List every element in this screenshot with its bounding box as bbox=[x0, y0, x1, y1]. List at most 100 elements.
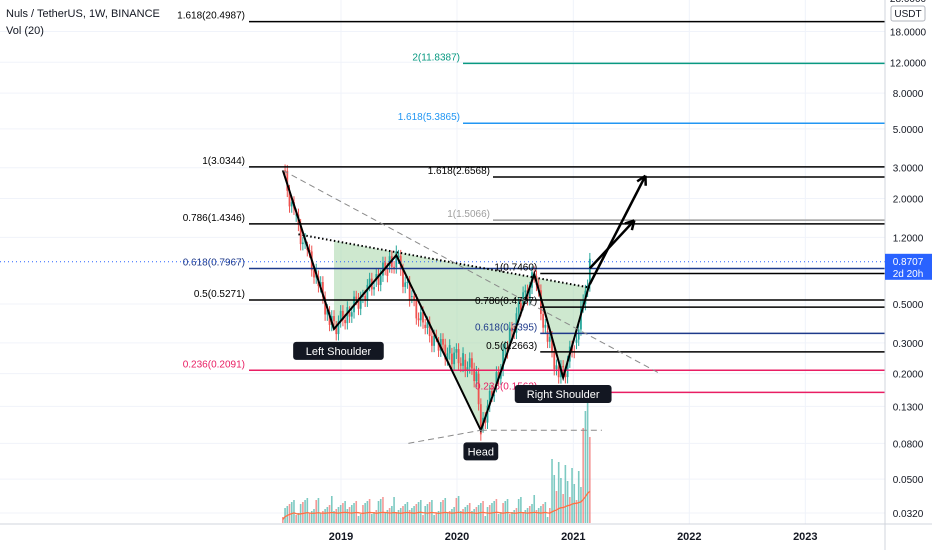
candle-body bbox=[557, 366, 560, 378]
volume-bar bbox=[555, 491, 558, 523]
candle-body bbox=[519, 303, 522, 310]
candle-body bbox=[544, 324, 547, 328]
volume-bar bbox=[310, 511, 313, 523]
volume-bar bbox=[453, 507, 455, 523]
fib-label-left: 0.236(0.2091) bbox=[183, 359, 245, 370]
volume-bar bbox=[560, 478, 562, 523]
fib-label-right: 0.786(0.4797) bbox=[475, 296, 537, 307]
candle-body bbox=[404, 282, 407, 287]
volume-bar bbox=[302, 502, 304, 523]
candle-body bbox=[366, 284, 369, 301]
candle-body bbox=[321, 282, 324, 298]
volume-bar bbox=[448, 511, 451, 523]
volume-bar bbox=[397, 510, 400, 523]
volume-bar bbox=[435, 513, 438, 523]
annotation-bg bbox=[514, 385, 612, 404]
volume-bar bbox=[526, 508, 529, 523]
symbol-title[interactable]: Nuls / TetherUS, 1W, BINANCE bbox=[6, 8, 160, 20]
volume-bar bbox=[511, 512, 513, 523]
volume-bar bbox=[582, 428, 584, 523]
pattern-fill bbox=[334, 240, 590, 431]
volume-bar bbox=[326, 507, 329, 523]
price-tick-label: 0.0320 bbox=[893, 509, 924, 520]
candle-body bbox=[491, 390, 493, 396]
volume-bar bbox=[379, 499, 382, 523]
candle-body bbox=[359, 297, 362, 309]
volume-bar bbox=[504, 501, 507, 523]
price-tick-label: 28.0000 bbox=[890, 0, 927, 5]
volume-bar bbox=[395, 512, 398, 523]
volume-bar bbox=[522, 512, 524, 523]
trendline-support bbox=[408, 429, 481, 444]
volume-bar bbox=[586, 394, 589, 523]
volume-bar bbox=[304, 500, 306, 523]
candle-body bbox=[333, 316, 335, 322]
volume-bar bbox=[324, 509, 326, 523]
volume-bar bbox=[388, 508, 391, 523]
volume-bar bbox=[564, 465, 567, 523]
volume-bar bbox=[404, 504, 406, 523]
time-tick-label: 2021 bbox=[561, 531, 585, 543]
volume-bar bbox=[580, 487, 582, 523]
candle-body bbox=[299, 224, 302, 245]
drawings bbox=[281, 169, 661, 444]
fib-label-right: 1(1.5066) bbox=[447, 209, 490, 220]
candle-body bbox=[551, 336, 553, 352]
candle-body bbox=[528, 287, 531, 300]
volume-bar bbox=[540, 506, 542, 523]
candle-body bbox=[348, 311, 351, 317]
volume-bar bbox=[366, 501, 369, 523]
candle-body bbox=[464, 359, 467, 371]
fib-label-right: 1(0.7460) bbox=[494, 263, 537, 274]
volume-bar bbox=[531, 504, 533, 523]
volume-bar bbox=[328, 505, 331, 523]
volume-indicator-label[interactable]: Vol (20) bbox=[6, 25, 44, 37]
volume-bar bbox=[346, 509, 349, 523]
candle-body bbox=[342, 310, 344, 320]
candle-body bbox=[466, 367, 469, 371]
volume-bar bbox=[475, 507, 478, 523]
volume-bar bbox=[288, 504, 291, 523]
candle-body bbox=[462, 353, 464, 366]
volume-bar bbox=[562, 494, 564, 523]
candle-body bbox=[408, 281, 411, 301]
candle-body bbox=[284, 170, 286, 172]
volume-bar bbox=[362, 505, 364, 523]
volume-bar bbox=[488, 505, 491, 523]
volume-bar bbox=[424, 506, 427, 523]
candle-body bbox=[339, 310, 342, 322]
annotation-label: Left Shoulder bbox=[306, 346, 372, 358]
candle-body bbox=[368, 278, 371, 285]
candle-body bbox=[577, 329, 580, 340]
volume-bar bbox=[506, 499, 509, 523]
volume-bar bbox=[577, 471, 580, 523]
time-tick-label: 2019 bbox=[329, 531, 353, 543]
volume-bar bbox=[391, 506, 393, 523]
price-tick-label: 12.0000 bbox=[890, 58, 927, 69]
candle-body bbox=[384, 262, 387, 269]
volume-bar bbox=[442, 500, 444, 523]
candle-body bbox=[433, 335, 436, 346]
volume-bar bbox=[290, 502, 293, 523]
candle-body bbox=[288, 190, 291, 207]
candle-body bbox=[402, 269, 404, 287]
volume-bar bbox=[584, 411, 587, 523]
volume-bar bbox=[533, 495, 536, 523]
candle-body bbox=[430, 336, 433, 346]
volume-histogram bbox=[282, 394, 591, 523]
volume-bar bbox=[437, 511, 440, 523]
currency-badge-label: USDT bbox=[894, 9, 921, 20]
candle-body bbox=[324, 297, 327, 315]
volume-bar bbox=[337, 507, 340, 523]
candle-body bbox=[424, 324, 427, 328]
fib-label-right: 1.618(2.6568) bbox=[428, 166, 490, 177]
volume-bar bbox=[411, 508, 413, 523]
head-and-shoulders-pattern bbox=[334, 240, 590, 431]
volume-bar bbox=[535, 510, 538, 523]
candle-body bbox=[548, 336, 551, 342]
candle-body bbox=[555, 365, 558, 370]
volume-bar bbox=[339, 505, 342, 523]
volume-bar bbox=[282, 517, 284, 523]
time-tick-label: 2023 bbox=[793, 531, 817, 543]
